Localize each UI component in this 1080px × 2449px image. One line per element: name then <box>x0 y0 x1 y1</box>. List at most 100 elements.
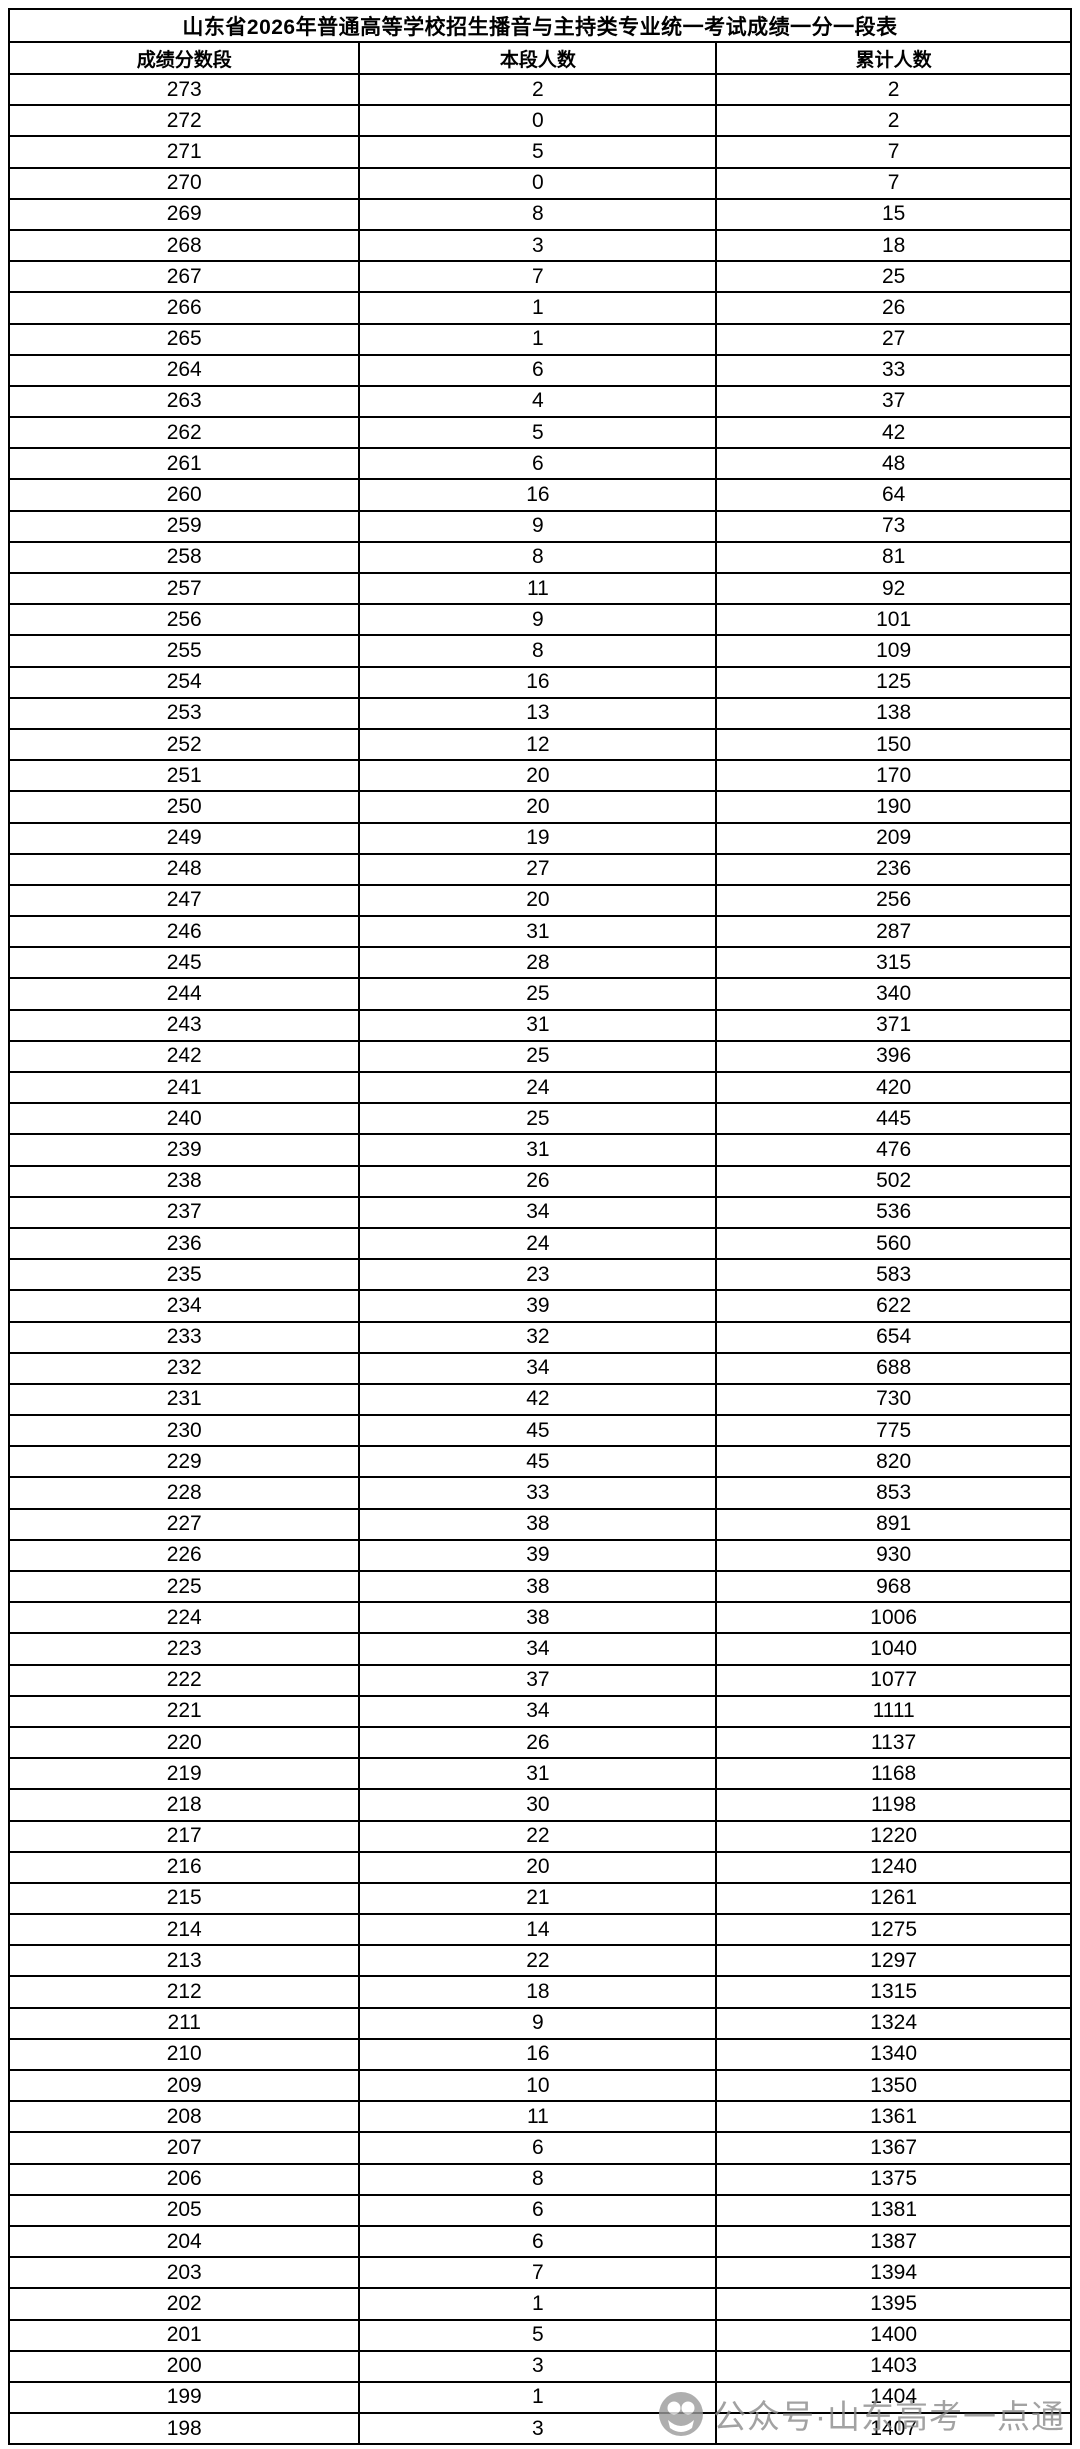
score-range-cell: 270 <box>7 166 361 200</box>
cumulative-count-cell: 1394 <box>715 2256 1072 2290</box>
cumulative-count-cell: 81 <box>715 540 1072 575</box>
score-range-cell: 238 <box>7 1164 361 1198</box>
table-row: 260 16 64 <box>7 478 1072 512</box>
cumulative-count-cell: 502 <box>715 1164 1072 1198</box>
cumulative-count-cell: 1261 <box>715 1881 1072 1916</box>
table-row: 234 39 622 <box>7 1289 1072 1323</box>
cumulative-count-cell: 930 <box>715 1538 1072 1573</box>
score-range-cell: 259 <box>7 509 361 543</box>
table-row: 245 28 315 <box>7 946 1072 980</box>
cumulative-count-cell: 476 <box>715 1133 1072 1167</box>
cumulative-count-cell: 101 <box>715 603 1072 637</box>
cumulative-count-cell: 7 <box>715 166 1072 200</box>
table-row: 261 6 48 <box>7 447 1072 481</box>
score-range-cell: 234 <box>7 1289 361 1323</box>
segment-count-cell: 24 <box>358 1226 718 1261</box>
cumulative-count-cell: 1137 <box>715 1725 1072 1760</box>
table-row: 267 7 25 <box>7 260 1072 294</box>
score-range-cell: 219 <box>7 1757 361 1791</box>
table-body: 273 2 2 272 0 2 271 5 7 270 0 7 269 8 15 268 3 18 267 7 25 26… <box>7 72 1072 2446</box>
score-range-cell: 207 <box>7 2131 361 2165</box>
score-range-cell: 218 <box>7 1788 361 1822</box>
cumulative-count-cell: 420 <box>715 1070 1072 1105</box>
score-range-cell: 220 <box>7 1725 361 1760</box>
segment-count-cell: 31 <box>358 1008 718 1042</box>
segment-count-cell: 38 <box>358 1569 718 1604</box>
table-row: 238 26 502 <box>7 1164 1072 1198</box>
table-row: 205 6 1381 <box>7 2193 1072 2227</box>
segment-count-cell: 7 <box>358 2256 718 2290</box>
cumulative-count-cell: 1350 <box>715 2068 1072 2103</box>
table-row: 252 12 150 <box>7 727 1072 762</box>
segment-count-cell: 42 <box>358 1382 718 1417</box>
segment-count-cell: 8 <box>358 634 718 668</box>
cumulative-count-cell: 1168 <box>715 1757 1072 1791</box>
score-range-cell: 237 <box>7 1195 361 1229</box>
score-range-cell: 201 <box>7 2318 361 2352</box>
cumulative-count-cell: 92 <box>715 571 1072 606</box>
segment-count-cell: 6 <box>358 2131 718 2165</box>
segment-count-cell: 26 <box>358 1164 718 1198</box>
table-row: 244 25 340 <box>7 977 1072 1011</box>
segment-count-cell: 30 <box>358 1788 718 1822</box>
cumulative-count-cell: 287 <box>715 915 1072 949</box>
score-range-cell: 255 <box>7 634 361 668</box>
score-range-cell: 263 <box>7 384 361 419</box>
cumulative-count-cell: 170 <box>715 759 1072 793</box>
score-range-cell: 268 <box>7 228 361 263</box>
segment-count-cell: 13 <box>358 696 718 730</box>
cumulative-count-cell: 27 <box>715 322 1072 356</box>
cumulative-count-cell: 340 <box>715 977 1072 1011</box>
segment-count-cell: 11 <box>358 571 718 606</box>
score-range-cell: 250 <box>7 790 361 824</box>
segment-count-cell: 8 <box>358 2162 718 2196</box>
segment-count-cell: 25 <box>358 1102 718 1136</box>
table-row: 218 30 1198 <box>7 1788 1072 1822</box>
table-row: 256 9 101 <box>7 603 1072 637</box>
table-row: 212 18 1315 <box>7 1975 1072 2009</box>
segment-count-cell: 18 <box>358 1975 718 2009</box>
score-range-cell: 260 <box>7 478 361 512</box>
table-row: 221 34 1111 <box>7 1694 1072 1728</box>
table-row: 232 34 688 <box>7 1351 1072 1385</box>
score-range-cell: 214 <box>7 1913 361 1947</box>
score-range-cell: 251 <box>7 759 361 793</box>
segment-count-cell: 16 <box>358 665 718 699</box>
cumulative-count-cell: 1381 <box>715 2193 1072 2227</box>
table-row: 204 6 1387 <box>7 2224 1072 2259</box>
page-title: 山东省2026年普通高等学校招生播音与主持类专业统一考试成绩一分一段表 <box>8 8 1072 43</box>
table-row: 272 0 2 <box>7 104 1072 138</box>
score-distribution-table: 山东省2026年普通高等学校招生播音与主持类专业统一考试成绩一分一段表 成绩分数… <box>7 8 1072 2446</box>
cumulative-count-cell: 33 <box>715 353 1072 387</box>
score-range-cell: 231 <box>7 1382 361 1417</box>
cumulative-count-cell: 2 <box>715 72 1072 107</box>
score-range-cell: 212 <box>7 1975 361 2009</box>
table-row: 236 24 560 <box>7 1226 1072 1261</box>
score-range-cell: 261 <box>7 447 361 481</box>
segment-count-cell: 1 <box>358 2380 718 2415</box>
table-header-row: 成绩分数段 本段人数 累计人数 <box>7 41 1072 75</box>
cumulative-count-cell: 968 <box>715 1569 1072 1604</box>
segment-count-cell: 4 <box>358 384 718 419</box>
table-row: 250 20 190 <box>7 790 1072 824</box>
score-table-container: 山东省2026年普通高等学校招生播音与主持类专业统一考试成绩一分一段表 成绩分数… <box>7 8 1072 2446</box>
segment-count-cell: 9 <box>358 2006 718 2040</box>
cumulative-count-cell: 64 <box>715 478 1072 512</box>
segment-count-cell: 0 <box>358 104 718 138</box>
table-row: 270 0 7 <box>7 166 1072 200</box>
table-row: 243 31 371 <box>7 1008 1072 1042</box>
cumulative-count-cell: 42 <box>715 416 1072 450</box>
segment-count-cell: 20 <box>358 790 718 824</box>
segment-count-cell: 20 <box>358 1850 718 1884</box>
table-row: 223 34 1040 <box>7 1632 1072 1666</box>
cumulative-count-cell: 1367 <box>715 2131 1072 2165</box>
segment-count-cell: 6 <box>358 447 718 481</box>
table-row: 271 5 7 <box>7 135 1072 169</box>
score-range-cell: 244 <box>7 977 361 1011</box>
score-range-cell: 262 <box>7 416 361 450</box>
cumulative-count-cell: 1240 <box>715 1850 1072 1884</box>
cumulative-count-cell: 256 <box>715 883 1072 918</box>
table-row: 246 31 287 <box>7 915 1072 949</box>
cumulative-count-cell: 1404 <box>715 2380 1072 2415</box>
segment-count-cell: 8 <box>358 197 718 231</box>
